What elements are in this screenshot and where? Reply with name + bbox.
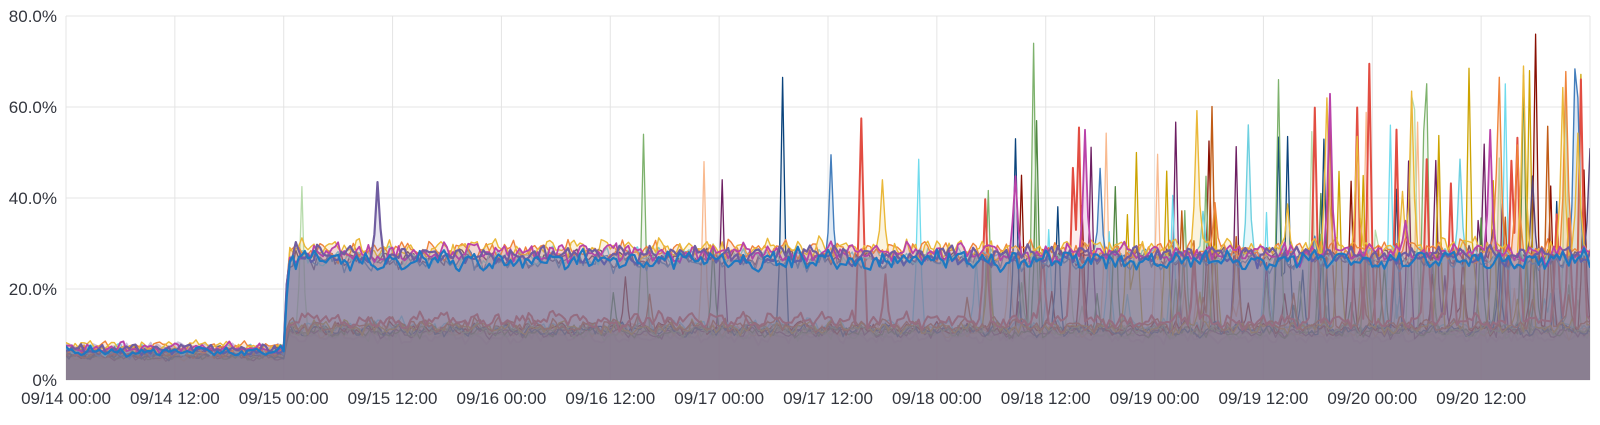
series-fill-lightgreen <box>66 87 1590 380</box>
x-axis-label: 09/19 12:00 <box>1219 389 1309 408</box>
series-fill-lavender <box>66 327 1590 380</box>
x-axis-label: 09/20 00:00 <box>1327 389 1417 408</box>
series-layer <box>66 33 1590 381</box>
x-axis-label: 09/16 00:00 <box>457 389 547 408</box>
x-axis-label: 09/15 00:00 <box>239 389 329 408</box>
x-axis-label: 09/14 12:00 <box>130 389 220 408</box>
series-fill-sand <box>66 68 1590 381</box>
series-fill-magenta <box>66 93 1590 381</box>
y-axis-label: 60.0% <box>9 98 57 117</box>
x-axis-label: 09/16 12:00 <box>565 389 655 408</box>
y-axis: 0% 20.0% 40.0% 60.0% 80.0% <box>9 7 57 390</box>
series-fill-dkgreen <box>66 75 1590 380</box>
x-axis-label: 09/17 12:00 <box>783 389 873 408</box>
series-fill-blue <box>66 246 1590 380</box>
series-steel <box>66 68 1590 380</box>
x-axis: 09/14 00:00 09/14 12:00 09/15 00:00 09/15 1… <box>21 389 1526 408</box>
x-axis-label: 09/18 12:00 <box>1001 389 1091 408</box>
y-axis-label: 0% <box>32 371 57 390</box>
series-fill-navy <box>66 77 1590 381</box>
y-axis-label: 40.0% <box>9 189 57 208</box>
series-darkred <box>66 33 1590 380</box>
series-fill-yellow <box>66 66 1590 380</box>
series-line-magenta <box>66 92 1590 354</box>
x-axis-label: 09/17 00:00 <box>674 389 764 408</box>
series-fill-red <box>66 63 1590 381</box>
series-fill-rust <box>66 106 1590 380</box>
series-line-violet <box>66 181 1590 357</box>
series-blue <box>66 245 1590 380</box>
series-violet <box>66 181 1590 380</box>
series-fill-orange <box>66 71 1590 380</box>
series-fill-green <box>66 43 1590 381</box>
x-axis-label: 09/18 00:00 <box>892 389 982 408</box>
x-axis-label: 09/20 12:00 <box>1436 389 1526 408</box>
plot-area[interactable] <box>66 16 1590 380</box>
x-axis-label: 09/19 00:00 <box>1110 389 1200 408</box>
series-line-darkred <box>66 33 1590 360</box>
series-fill-darkviolet <box>66 148 1590 380</box>
series-line-rust <box>66 105 1590 359</box>
series-fill-peach <box>66 112 1590 381</box>
series-fill-violet <box>66 182 1590 380</box>
x-axis-label: 09/14 00:00 <box>21 389 111 408</box>
x-axis-label: 09/15 12:00 <box>348 389 438 408</box>
series-line-blue <box>66 245 1590 358</box>
series-red <box>66 62 1590 381</box>
series-fill-sky <box>66 83 1590 381</box>
series-magenta <box>66 92 1590 381</box>
series-fill-darkred <box>66 34 1590 380</box>
series-rust <box>66 105 1590 380</box>
series-line-red <box>66 62 1590 358</box>
series-fill-steel <box>66 69 1590 380</box>
series-line-steel <box>66 68 1590 360</box>
y-axis-label: 80.0% <box>9 7 57 26</box>
series-fill-plum <box>66 122 1590 380</box>
y-axis-label: 20.0% <box>9 280 57 299</box>
